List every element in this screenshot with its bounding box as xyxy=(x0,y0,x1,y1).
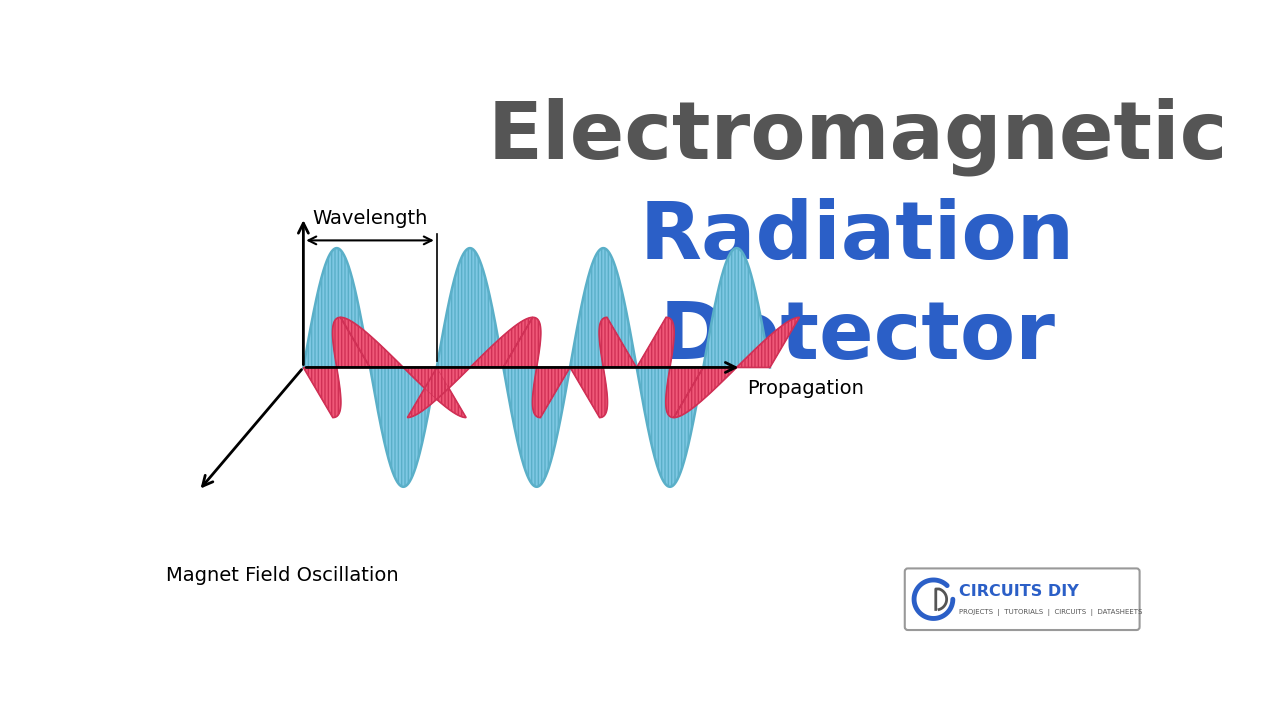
Polygon shape xyxy=(636,318,703,418)
Polygon shape xyxy=(340,318,466,418)
Text: Electromagnetic: Electromagnetic xyxy=(488,97,1228,176)
Polygon shape xyxy=(675,318,800,418)
Text: Radiation: Radiation xyxy=(640,197,1075,276)
Text: PROJECTS  |  TUTORIALS  |  CIRCUITS  |  DATASHEETS: PROJECTS | TUTORIALS | CIRCUITS | DATASH… xyxy=(959,609,1143,616)
Text: Detector: Detector xyxy=(659,297,1056,376)
Text: Wavelength: Wavelength xyxy=(312,209,428,228)
Text: Magnet Field Oscillation: Magnet Field Oscillation xyxy=(166,567,399,585)
FancyBboxPatch shape xyxy=(905,568,1139,630)
Polygon shape xyxy=(407,318,532,418)
Text: Propagation: Propagation xyxy=(748,379,864,398)
Polygon shape xyxy=(570,318,636,418)
Text: CIRCUITS DIY: CIRCUITS DIY xyxy=(959,584,1079,599)
Polygon shape xyxy=(503,318,570,418)
Polygon shape xyxy=(303,318,370,418)
